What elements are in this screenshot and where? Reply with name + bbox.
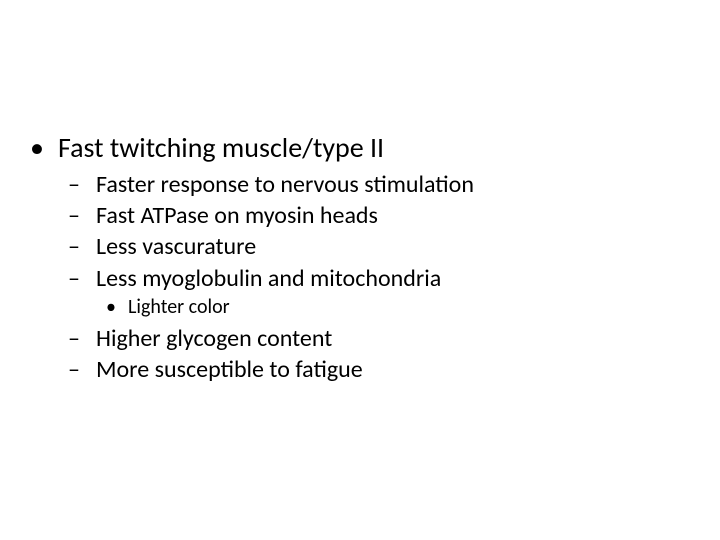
bullet-list: Fast twitching muscle/type II Faster res… <box>30 130 690 385</box>
list-item: Faster response to nervous stimulation <box>68 169 690 200</box>
list-item: Less vascurature <box>68 231 690 262</box>
list-item: Fast twitching muscle/type II <box>30 130 690 165</box>
list-item: Fast ATPase on myosin heads <box>68 200 690 231</box>
list-item: Lighter color <box>106 294 690 321</box>
slide: Fast twitching muscle/type II Faster res… <box>0 0 720 540</box>
list-item: More susceptible to fatigue <box>68 354 690 385</box>
list-item: Higher glycogen content <box>68 323 690 354</box>
list-item: Less myoglobulin and mitochondria <box>68 263 690 294</box>
